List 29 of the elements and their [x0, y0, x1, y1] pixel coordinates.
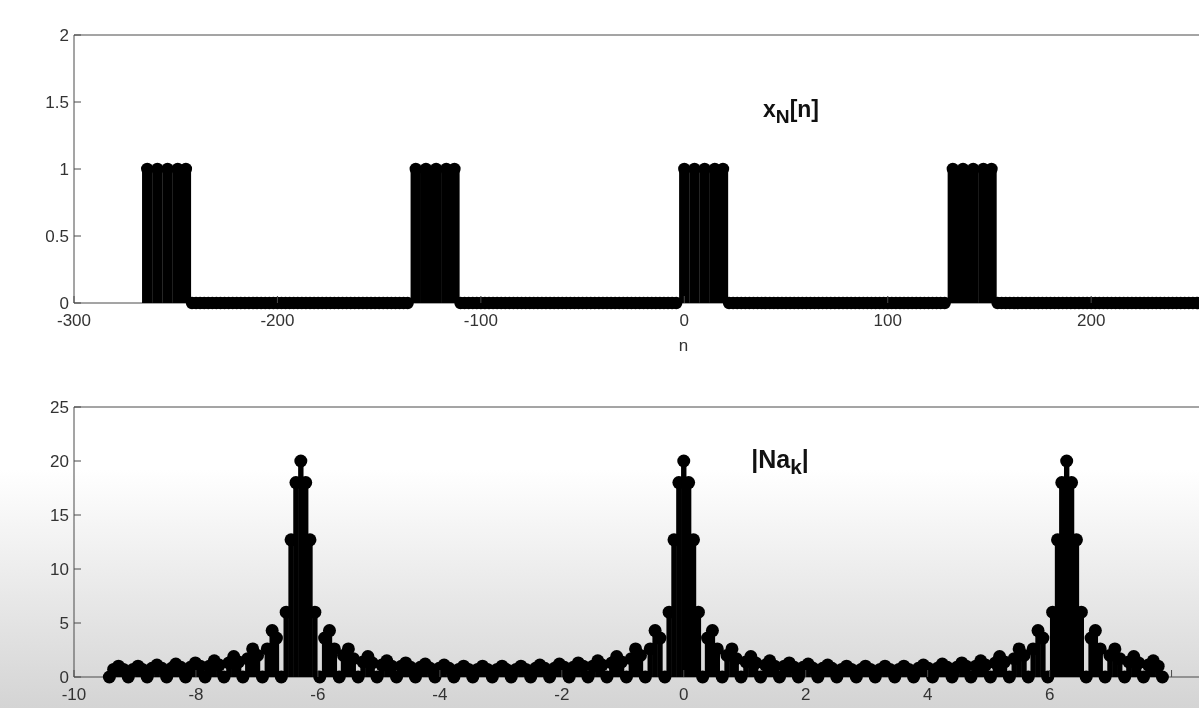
x-tick-label: -100: [463, 310, 498, 330]
x-tick-label: -8: [188, 684, 204, 704]
y-tick-label: 1.5: [45, 92, 69, 112]
x-tick-label: -4: [432, 684, 448, 704]
x-tick-label: 4: [922, 684, 933, 704]
y-tick-label: 15: [50, 505, 69, 525]
y-tick-label: 0: [59, 667, 69, 687]
y-tick-label: 0: [59, 293, 69, 313]
y-tick-label: 10: [50, 559, 69, 579]
text: x$_{N}$[n]: [762, 96, 820, 128]
x-tick-label: 2: [800, 684, 811, 704]
x-tick-label: 200: [1076, 310, 1106, 330]
x-tick-label: -6: [310, 684, 326, 704]
x-tick-label: 6: [1044, 684, 1055, 704]
y-tick-label: 1: [59, 159, 69, 179]
x-tick-label: 0: [679, 310, 690, 330]
x-tick-label: -300: [56, 310, 92, 330]
y-tick-label: 2: [59, 25, 69, 45]
y-tick-label: 25: [50, 397, 69, 417]
x-tick-label: 0: [679, 684, 689, 704]
x-tick-label: -2: [554, 684, 570, 704]
x-tick-label: -200: [260, 310, 295, 330]
x-tick-label: -10: [61, 684, 87, 704]
y-tick-label: 20: [50, 451, 69, 471]
x-axis-title: n: [678, 336, 689, 355]
y-tick-label: 5: [59, 613, 69, 633]
y-tick-label: 0.5: [45, 226, 69, 246]
text: |Na$_{k}$|: [751, 444, 809, 480]
x-tick-label: 100: [873, 310, 902, 330]
